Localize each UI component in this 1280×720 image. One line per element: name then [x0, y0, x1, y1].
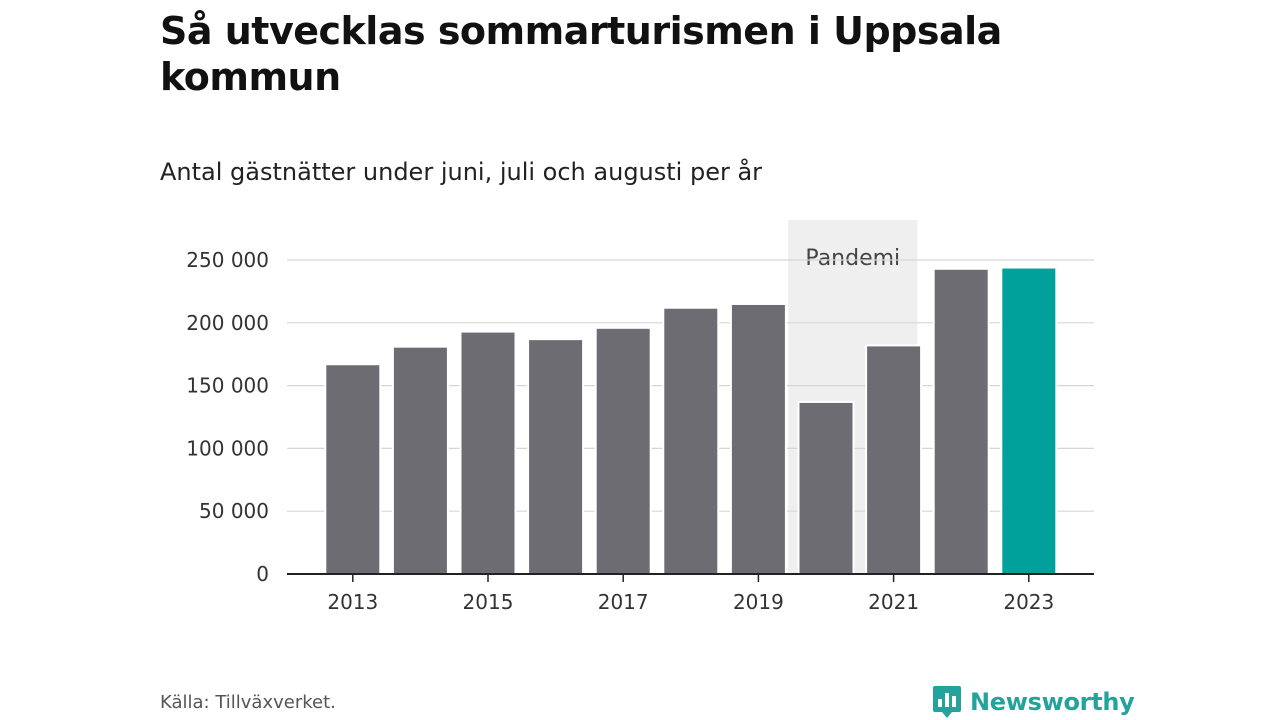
y-tick-label: 150 000: [186, 374, 269, 398]
y-tick-label: 250 000: [186, 248, 269, 272]
bar-2015: [459, 330, 517, 576]
x-tick-label: 2019: [733, 590, 784, 614]
bar-2022: [932, 267, 990, 575]
bar-2013: [324, 363, 382, 575]
bar-2017: [594, 326, 652, 575]
x-tick-label: 2015: [463, 590, 514, 614]
brand-logo: Newsworthy: [932, 682, 1135, 720]
bar-2018: [662, 306, 720, 575]
y-tick-label: 0: [256, 562, 269, 586]
chart-subtitle: Antal gästnätter under juni, juli och au…: [160, 158, 763, 186]
y-tick-label: 100 000: [186, 436, 269, 460]
x-tick-label: 2023: [1003, 590, 1054, 614]
x-tick-label: 2017: [598, 590, 649, 614]
x-tick-label: 2013: [327, 590, 378, 614]
pandemic-label: Pandemi: [805, 246, 900, 271]
y-tick-label: 50 000: [199, 499, 269, 523]
bar-2023: [1000, 266, 1058, 575]
source-note: Källa: Tillväxverket.: [160, 692, 336, 713]
bar-chart: Pandemi 0 50 000 100 000 150 000 200 000 250 0…: [186, 220, 1094, 614]
chart-title: Så utvecklas sommarturismen i Uppsala ko…: [160, 9, 1002, 99]
newsworthy-logo-icon: [933, 686, 961, 718]
y-tick-label: 200 000: [186, 311, 269, 335]
bar-2019: [729, 302, 787, 575]
x-tick-label: 2021: [868, 590, 919, 614]
brand-name: Newsworthy: [970, 688, 1135, 716]
bar-2016: [527, 338, 585, 575]
bar-2014: [391, 345, 449, 575]
bar-2020: [797, 400, 855, 576]
bar-2021: [865, 344, 923, 575]
